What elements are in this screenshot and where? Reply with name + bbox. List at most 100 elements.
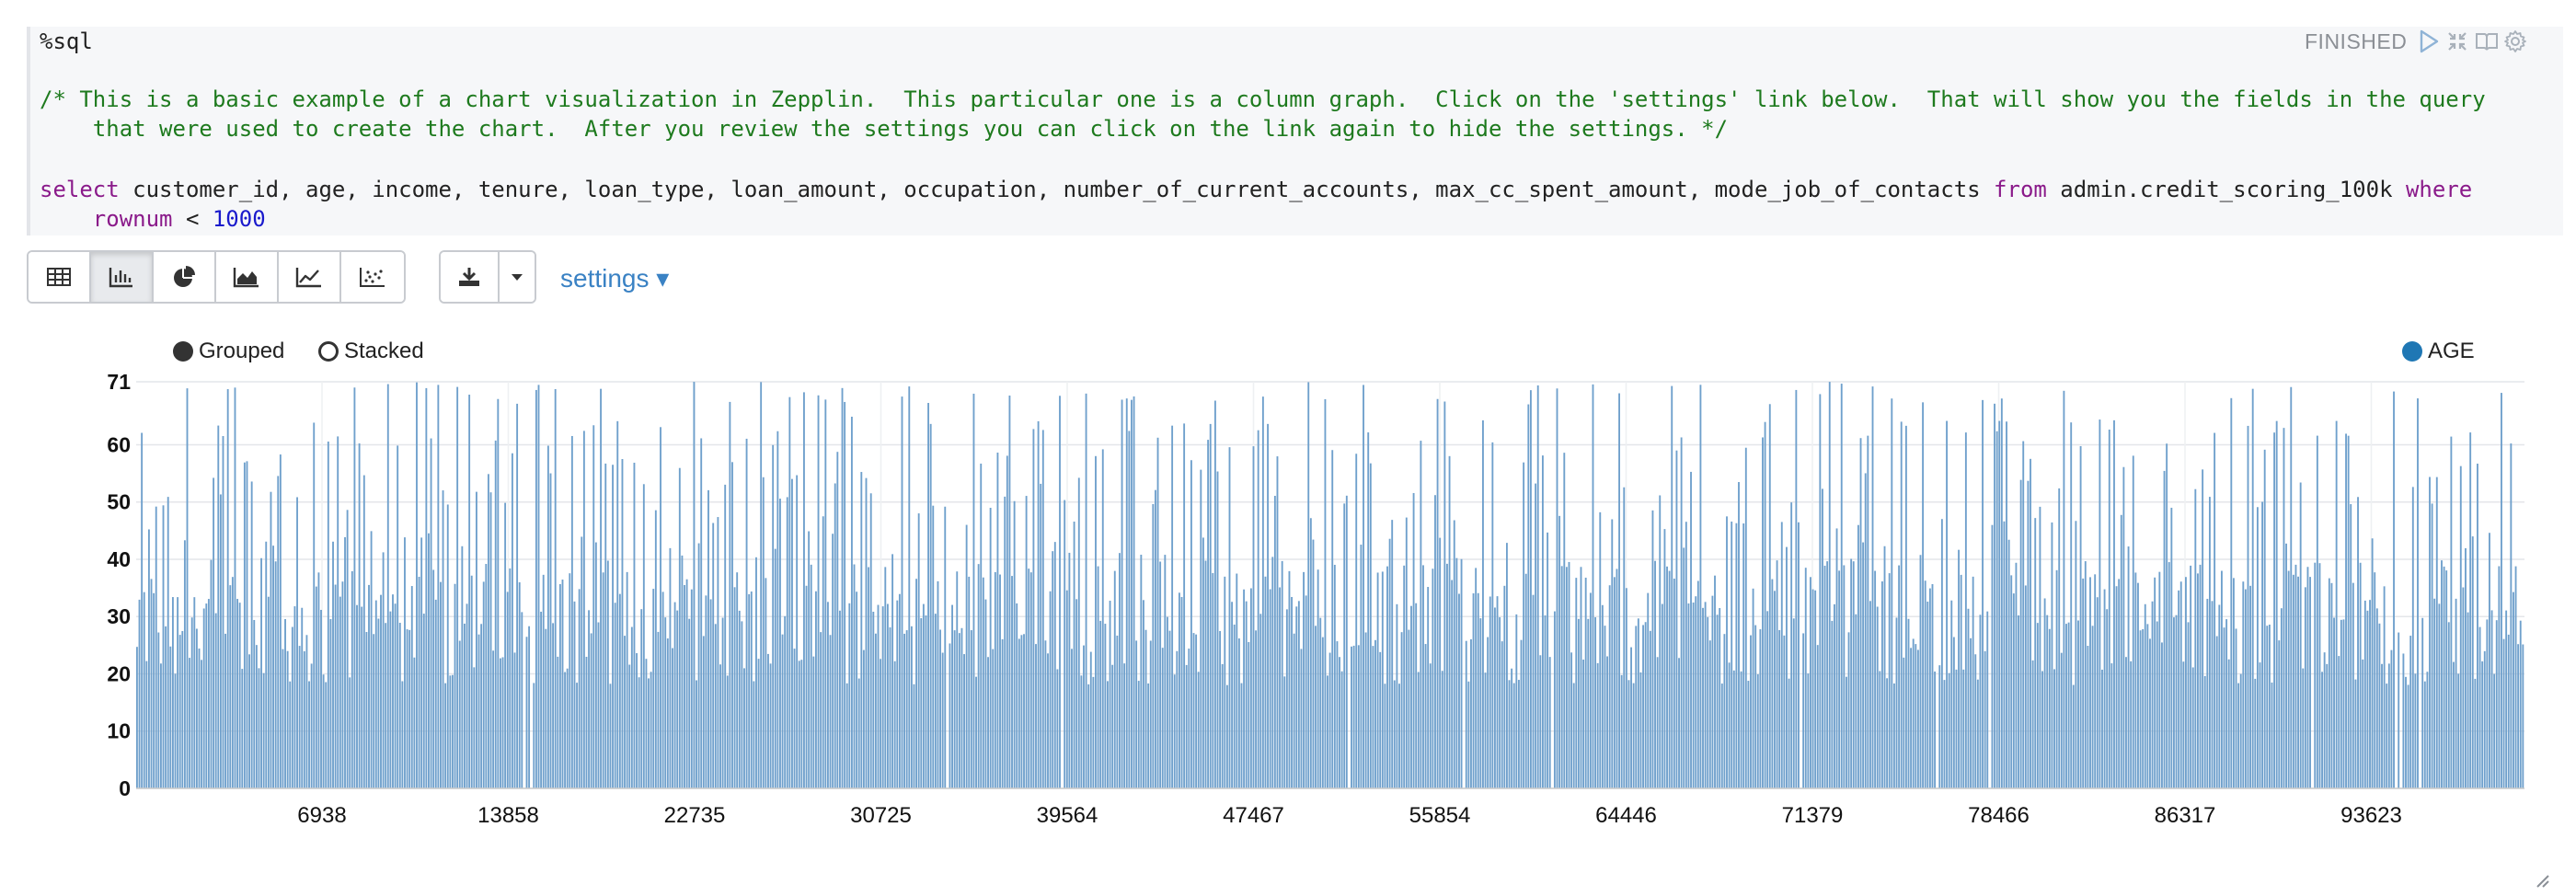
- bar[interactable]: [2417, 398, 2419, 788]
- bar[interactable]: [913, 683, 915, 788]
- bar[interactable]: [1855, 614, 1857, 788]
- bar[interactable]: [446, 504, 449, 788]
- bar[interactable]: [2087, 646, 2089, 788]
- bar[interactable]: [2173, 617, 2175, 788]
- bar[interactable]: [1479, 618, 1482, 788]
- bar[interactable]: [2501, 393, 2502, 788]
- bar[interactable]: [222, 436, 224, 788]
- bar[interactable]: [153, 592, 155, 788]
- bar[interactable]: [2034, 518, 2037, 788]
- bar[interactable]: [1116, 635, 1119, 788]
- bar[interactable]: [2292, 574, 2294, 788]
- bar[interactable]: [1984, 650, 1986, 788]
- bar[interactable]: [485, 564, 488, 788]
- bar[interactable]: [557, 656, 559, 788]
- bar[interactable]: [313, 422, 316, 788]
- bar[interactable]: [373, 634, 375, 788]
- bar[interactable]: [800, 660, 803, 788]
- resize-handle-icon[interactable]: [2532, 870, 2550, 889]
- bar[interactable]: [2383, 586, 2386, 788]
- bar[interactable]: [1699, 385, 1702, 788]
- bar[interactable]: [1532, 594, 1535, 788]
- bar[interactable]: [1025, 496, 1028, 788]
- bar[interactable]: [1869, 601, 1871, 788]
- bar[interactable]: [1661, 603, 1663, 788]
- bar[interactable]: [582, 431, 585, 788]
- bar[interactable]: [1291, 596, 1293, 788]
- bar[interactable]: [341, 581, 344, 788]
- bar[interactable]: [432, 569, 435, 788]
- bar[interactable]: [2299, 482, 2302, 788]
- bar[interactable]: [1357, 645, 1360, 788]
- bar[interactable]: [1735, 523, 1738, 788]
- bar[interactable]: [815, 591, 817, 788]
- bar[interactable]: [628, 664, 631, 788]
- bar[interactable]: [1596, 662, 1599, 788]
- bar[interactable]: [2340, 619, 2342, 788]
- bar[interactable]: [1663, 529, 1666, 788]
- bar[interactable]: [1654, 560, 1656, 788]
- bar[interactable]: [1427, 587, 1430, 788]
- bar[interactable]: [834, 483, 836, 788]
- bar[interactable]: [174, 673, 177, 788]
- bar[interactable]: [1625, 588, 1627, 788]
- bar[interactable]: [1587, 618, 1590, 788]
- bar[interactable]: [286, 650, 289, 788]
- bar[interactable]: [521, 612, 523, 788]
- bar[interactable]: [2493, 673, 2496, 788]
- bar[interactable]: [1035, 644, 1037, 788]
- bar[interactable]: [1995, 431, 1998, 788]
- bar[interactable]: [666, 638, 669, 788]
- bar[interactable]: [696, 680, 697, 788]
- bar[interactable]: [1960, 574, 1962, 788]
- pie-chart-button[interactable]: [154, 252, 216, 302]
- bar[interactable]: [2435, 477, 2438, 788]
- expand-collapse-icon[interactable]: [2444, 28, 2471, 55]
- bar[interactable]: [958, 633, 960, 788]
- bar[interactable]: [2259, 662, 2261, 788]
- bar[interactable]: [1898, 565, 1901, 788]
- bar[interactable]: [1207, 440, 1210, 788]
- bar[interactable]: [850, 416, 853, 788]
- bar[interactable]: [1087, 683, 1090, 788]
- bar[interactable]: [1874, 570, 1877, 788]
- bar[interactable]: [425, 387, 428, 788]
- bar[interactable]: [953, 630, 956, 788]
- bar[interactable]: [832, 534, 834, 788]
- bar[interactable]: [2031, 660, 2034, 788]
- bar[interactable]: [2363, 600, 2366, 788]
- bar[interactable]: [1197, 672, 1200, 788]
- bar[interactable]: [994, 571, 996, 788]
- bar[interactable]: [361, 606, 363, 788]
- bar[interactable]: [1762, 437, 1764, 788]
- bar[interactable]: [554, 388, 557, 788]
- bar[interactable]: [1879, 671, 1881, 788]
- bar[interactable]: [1560, 566, 1563, 788]
- bar[interactable]: [1352, 645, 1355, 788]
- bar[interactable]: [1651, 510, 1654, 788]
- bar[interactable]: [253, 619, 256, 788]
- bar[interactable]: [2407, 684, 2409, 788]
- bar[interactable]: [394, 603, 397, 788]
- bar[interactable]: [1369, 463, 1372, 788]
- bar[interactable]: [2414, 673, 2417, 788]
- bar[interactable]: [1970, 638, 1972, 788]
- bar[interactable]: [1719, 607, 1721, 788]
- bar[interactable]: [1343, 503, 1346, 788]
- bar[interactable]: [159, 663, 162, 788]
- bar[interactable]: [2467, 612, 2469, 788]
- bar[interactable]: [2359, 562, 2362, 788]
- bar[interactable]: [385, 623, 387, 788]
- bar[interactable]: [2125, 657, 2127, 788]
- bar[interactable]: [1111, 664, 1114, 788]
- bar[interactable]: [2196, 573, 2199, 788]
- bar[interactable]: [1355, 454, 1358, 788]
- bar[interactable]: [2227, 659, 2230, 788]
- bar[interactable]: [365, 632, 368, 788]
- bar[interactable]: [980, 463, 983, 788]
- bar[interactable]: [1131, 399, 1133, 788]
- bar[interactable]: [714, 624, 717, 788]
- bar[interactable]: [1188, 649, 1190, 788]
- bar[interactable]: [672, 648, 673, 788]
- bar[interactable]: [1768, 404, 1771, 788]
